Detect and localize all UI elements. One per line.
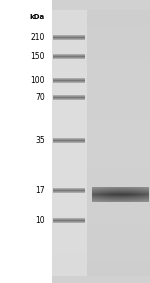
Text: kDa: kDa <box>30 14 45 20</box>
Text: 70: 70 <box>35 93 45 102</box>
Text: 17: 17 <box>35 186 45 195</box>
Text: 10: 10 <box>35 216 45 225</box>
Text: 150: 150 <box>30 52 45 61</box>
Text: 35: 35 <box>35 136 45 145</box>
Text: 210: 210 <box>31 33 45 42</box>
Text: 100: 100 <box>30 76 45 85</box>
